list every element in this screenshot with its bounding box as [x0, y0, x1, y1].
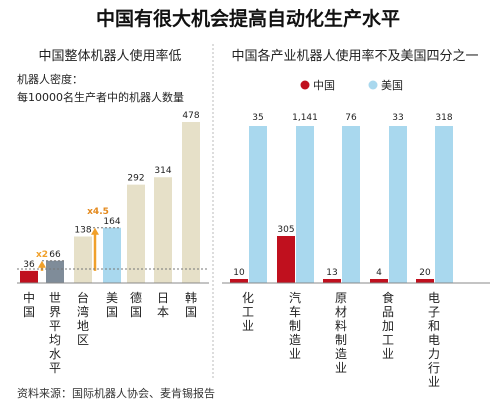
tick-label-电子和电力行业: 电 [428, 291, 440, 305]
tick-label-食品加工业: 业 [382, 347, 394, 361]
tick-label-原材料制造业: 料 [335, 319, 347, 333]
tick-label-食品加工业: 加 [382, 319, 394, 333]
bar-台湾地区 [74, 236, 92, 283]
source-note: 资料来源：国际机器人协会、麦肯锡报告 [17, 386, 215, 400]
legend-swatch-us [368, 80, 378, 90]
tick-label-韩国: 韩 [185, 290, 197, 305]
bar-value-label-us: 1,141 [292, 113, 318, 123]
x2-label: x2 [36, 250, 48, 260]
tick-label-世界平均水平: 水 [49, 347, 61, 361]
bar-世界平均水平 [46, 260, 64, 283]
bar-value-label: 478 [182, 111, 199, 121]
bar-value-label: 66 [49, 250, 61, 260]
left-panel-title: 中国整体机器人使用率低 [38, 48, 181, 64]
tick-label-世界平均水平: 界 [49, 305, 61, 319]
bar-us-电子和电力行业 [435, 126, 453, 283]
bar-value-label-us: 76 [345, 113, 357, 123]
tick-label-台湾地区: 台 [77, 290, 89, 305]
bar-value-label-us: 33 [392, 113, 403, 123]
tick-label-电子和电力行业: 电 [428, 333, 440, 347]
tick-label-韩国: 国 [185, 305, 197, 319]
bar-value-label-china: 305 [277, 225, 294, 235]
left-note-line1: 机器人密度： [17, 72, 83, 86]
left-note-line2: 每10000名生产者中的机器人数量 [17, 90, 184, 104]
bar-value-label: 314 [154, 166, 171, 176]
tick-label-台湾地区: 区 [77, 333, 89, 347]
bar-us-化工业 [249, 126, 267, 283]
bar-美国 [103, 227, 121, 283]
tick-label-中国: 中 [23, 290, 35, 305]
tick-label-原材料制造业: 制 [335, 333, 347, 347]
bar-value-label-china: 20 [419, 268, 431, 278]
bar-德国 [127, 184, 145, 283]
tick-label-原材料制造业: 业 [335, 361, 347, 375]
tick-label-食品加工业: 品 [382, 305, 394, 319]
figure-title: 中国有很大机会提高自动化生产水平 [96, 7, 400, 30]
tick-label-美国: 国 [106, 305, 118, 319]
bar-china-原材料制造业 [323, 279, 341, 283]
bar-韩国 [182, 122, 200, 283]
tick-label-世界平均水平: 世 [49, 291, 61, 305]
bar-value-label-us: 35 [252, 113, 263, 123]
legend-swatch-china [300, 80, 310, 90]
tick-label-化工业: 业 [242, 319, 254, 333]
tick-label-世界平均水平: 平 [49, 361, 61, 375]
tick-label-食品加工业: 工 [382, 333, 394, 347]
bar-中国 [20, 270, 38, 283]
tick-label-日本: 本 [157, 305, 169, 319]
tick-label-食品加工业: 食 [382, 290, 394, 305]
legend: 中国 美国 [300, 79, 403, 92]
tick-label-汽车制造业: 造 [289, 333, 301, 347]
tick-label-电子和电力行业: 业 [428, 375, 440, 389]
tick-label-汽车制造业: 汽 [289, 290, 301, 305]
tick-label-电子和电力行业: 和 [428, 319, 440, 333]
tick-label-台湾地区: 湾 [77, 304, 89, 319]
bar-日本 [154, 177, 172, 283]
right-panel-title: 中国各产业机器人使用率不及美国四分之一 [231, 48, 478, 64]
bar-us-汽车制造业 [296, 126, 314, 283]
tick-label-世界平均水平: 均 [49, 333, 61, 347]
bar-us-原材料制造业 [342, 126, 360, 283]
tick-label-美国: 美 [106, 291, 118, 305]
right-bar-group: 1035化工业3051,141汽车制造业1376原材料制造业433食品加工业20… [230, 113, 453, 389]
tick-label-电子和电力行业: 行 [428, 361, 440, 375]
bar-value-label-china: 10 [233, 268, 245, 278]
tick-label-世界平均水平: 平 [49, 319, 61, 333]
tick-label-汽车制造业: 制 [289, 319, 301, 333]
bar-china-食品加工业 [370, 279, 388, 283]
tick-label-电子和电力行业: 力 [428, 347, 440, 361]
left-bar-group: 36中国66世界平均水平138台湾地区164美国292德国314日本478韩国x… [20, 111, 200, 375]
bar-china-电子和电力行业 [416, 279, 434, 283]
x2-arrow-head [38, 260, 46, 268]
bar-value-label: 36 [23, 260, 35, 270]
tick-label-汽车制造业: 车 [289, 304, 301, 319]
x45-arrow-head [91, 227, 99, 235]
bar-value-label-china: 13 [326, 268, 337, 278]
tick-label-德国: 德 [130, 290, 142, 305]
bar-value-label: 292 [127, 174, 144, 184]
bar-china-汽车制造业 [277, 236, 295, 283]
x45-label: x4.5 [87, 207, 109, 217]
tick-label-原材料制造业: 材 [335, 305, 347, 319]
tick-label-汽车制造业: 业 [289, 347, 301, 361]
bar-value-label-us: 318 [435, 113, 452, 123]
bar-china-化工业 [230, 279, 248, 283]
tick-label-日本: 日 [157, 291, 169, 305]
tick-label-中国: 国 [23, 305, 35, 319]
legend-label-china: 中国 [313, 79, 335, 92]
bar-us-食品加工业 [389, 126, 407, 283]
tick-label-台湾地区: 地 [77, 319, 89, 333]
legend-label-us: 美国 [381, 79, 403, 92]
tick-label-化工业: 工 [242, 305, 254, 319]
tick-label-化工业: 化 [242, 291, 254, 305]
tick-label-德国: 国 [130, 305, 142, 319]
bar-value-label: 164 [103, 217, 120, 227]
tick-label-原材料制造业: 原 [335, 291, 347, 305]
tick-label-电子和电力行业: 子 [428, 305, 440, 319]
bar-value-label-china: 4 [376, 268, 382, 278]
bar-value-label: 138 [74, 226, 91, 236]
tick-label-原材料制造业: 造 [335, 347, 347, 361]
